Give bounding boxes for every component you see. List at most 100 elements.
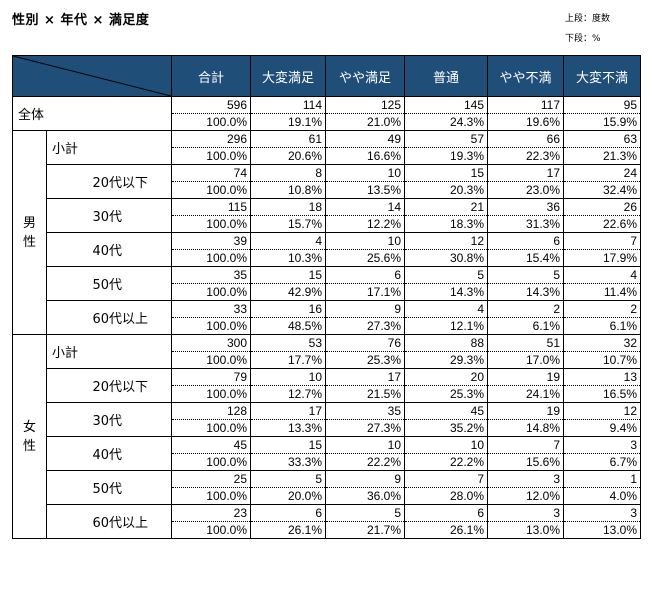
- percent-cell: 100.0%: [171, 419, 251, 437]
- count-cell: 74: [171, 164, 251, 182]
- percent-cell: 9.4%: [563, 419, 641, 437]
- count-cell: 8: [250, 164, 326, 182]
- header-corner: [12, 55, 172, 97]
- percent-cell: 11.4%: [563, 283, 641, 301]
- count-cell: 5: [487, 266, 564, 284]
- count-cell: 114: [250, 96, 326, 114]
- percent-cell: 17.0%: [487, 351, 564, 369]
- indent-spacer: [46, 436, 67, 471]
- percent-cell: 13.3%: [250, 419, 326, 437]
- percent-cell: 17.1%: [325, 283, 405, 301]
- col-header-very-satisfied: 大変満足: [250, 55, 326, 97]
- age-group-label: 30代: [66, 402, 172, 437]
- percent-cell: 25.6%: [325, 249, 405, 267]
- percent-cell: 26.1%: [250, 521, 326, 539]
- group-label-char: 性: [22, 234, 36, 250]
- percent-cell: 24.1%: [487, 385, 564, 403]
- count-cell: 53: [250, 334, 326, 352]
- table-row-count: 女性小計 300 53 76 88 51 32: [12, 334, 641, 539]
- percent-cell: 16.6%: [325, 147, 405, 165]
- count-cell: 6: [325, 266, 405, 284]
- table-row-percent: 100.0% 12.7% 21.5% 25.3% 24.1% 16.5%: [13, 385, 641, 403]
- percent-cell: 6.1%: [487, 317, 564, 335]
- percent-cell: 16.5%: [563, 385, 641, 403]
- group-label: 女性: [12, 334, 47, 539]
- count-cell: 3: [563, 436, 641, 454]
- percent-cell: 6.7%: [563, 453, 641, 471]
- percent-cell: 48.5%: [250, 317, 326, 335]
- percent-cell: 12.1%: [404, 317, 488, 335]
- count-cell: 95: [563, 96, 641, 114]
- percent-cell: 100.0%: [171, 385, 251, 403]
- header-row: 合計 大変満足 やや満足 普通 やや不満 大変不満: [12, 55, 641, 97]
- count-cell: 79: [171, 368, 251, 386]
- group-label-char: 男: [22, 215, 36, 231]
- percent-cell: 17.7%: [250, 351, 326, 369]
- count-cell: 2: [487, 300, 564, 318]
- indent-spacer: [46, 198, 67, 233]
- percent-cell: 13.5%: [325, 181, 405, 199]
- percent-cell: 36.0%: [325, 487, 405, 505]
- count-cell: 23: [171, 504, 251, 522]
- count-cell: 51: [487, 334, 564, 352]
- percent-cell: 32.4%: [563, 181, 641, 199]
- group-label-char: 性: [22, 438, 36, 454]
- count-cell: 6: [404, 504, 488, 522]
- age-group-label: 20代以下: [66, 164, 172, 199]
- count-cell: 14: [325, 198, 405, 216]
- percent-cell: 100.0%: [171, 113, 251, 131]
- age-group-label: 50代: [66, 266, 172, 301]
- age-group-label: 50代: [66, 470, 172, 505]
- subtotal-label: 小計: [46, 130, 172, 165]
- indent-spacer: [46, 470, 67, 505]
- percent-cell: 12.0%: [487, 487, 564, 505]
- percent-cell: 6.1%: [563, 317, 641, 335]
- table-row-count: 20代以下 79 10 17 20 19 13: [13, 368, 641, 403]
- percent-cell: 20.0%: [250, 487, 326, 505]
- count-cell: 4: [563, 266, 641, 284]
- col-header-somewhat-dissatisfied: やや不満: [487, 55, 564, 97]
- legend-note-lower: 下段：%: [565, 34, 601, 44]
- count-cell: 7: [404, 470, 488, 488]
- legend-note-upper: 上段：度数: [565, 14, 611, 24]
- percent-cell: 15.9%: [563, 113, 641, 131]
- percent-cell: 100.0%: [171, 351, 251, 369]
- count-cell: 6: [487, 232, 564, 250]
- percent-cell: 22.6%: [563, 215, 641, 233]
- count-cell: 15: [404, 164, 488, 182]
- percent-cell: 25.3%: [404, 385, 488, 403]
- count-cell: 19: [487, 368, 564, 386]
- count-cell: 21: [404, 198, 488, 216]
- count-cell: 10: [250, 368, 326, 386]
- percent-cell: 28.0%: [404, 487, 488, 505]
- count-cell: 17: [487, 164, 564, 182]
- corner-diagonal-line: [13, 56, 171, 96]
- count-cell: 24: [563, 164, 641, 182]
- percent-cell: 100.0%: [171, 215, 251, 233]
- table-row-count: 50代 25 5 9 7 3 1: [13, 470, 641, 505]
- percent-cell: 23.0%: [487, 181, 564, 199]
- count-cell: 5: [250, 470, 326, 488]
- percent-cell: 21.3%: [563, 147, 641, 165]
- count-cell: 10: [404, 436, 488, 454]
- count-cell: 12: [563, 402, 641, 420]
- percent-cell: 24.3%: [404, 113, 488, 131]
- count-cell: 20: [404, 368, 488, 386]
- percent-cell: 100.0%: [171, 181, 251, 199]
- percent-cell: 21.7%: [325, 521, 405, 539]
- count-cell: 10: [325, 164, 405, 182]
- count-cell: 57: [404, 130, 488, 148]
- age-group-label: 40代: [66, 232, 172, 267]
- percent-cell: 25.3%: [325, 351, 405, 369]
- count-cell: 15: [250, 436, 326, 454]
- count-cell: 25: [171, 470, 251, 488]
- count-cell: 10: [325, 232, 405, 250]
- count-cell: 10: [325, 436, 405, 454]
- percent-cell: 22.2%: [325, 453, 405, 471]
- percent-cell: 100.0%: [171, 283, 251, 301]
- subtotal-label: 小計: [46, 334, 172, 369]
- percent-cell: 4.0%: [563, 487, 641, 505]
- percent-cell: 100.0%: [171, 487, 251, 505]
- count-cell: 17: [325, 368, 405, 386]
- age-group-label: 40代: [66, 436, 172, 471]
